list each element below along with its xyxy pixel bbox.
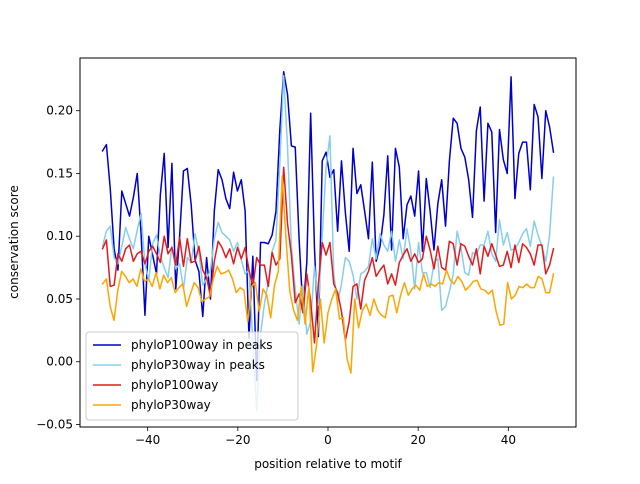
x-axis-label: position relative to motif	[254, 457, 402, 471]
legend: phyloP100way in peaks phyloP30way in peak…	[85, 331, 299, 421]
legend-label: phyloP100way in peaks	[131, 338, 273, 352]
x-axis-ticks: −40 −20 0 20 40	[135, 427, 516, 447]
series-layer	[101, 71, 555, 412]
y-axis-ticks: −0.05 0.00 0.05 0.10 0.15 0.20	[36, 104, 80, 431]
x-tick-label: 20	[411, 433, 426, 447]
x-tick-label: −40	[135, 433, 160, 447]
legend-label: phyloP100way	[131, 378, 218, 392]
x-tick-label: 40	[501, 433, 516, 447]
series-line	[101, 74, 555, 412]
series-line	[101, 175, 555, 374]
x-tick-label: −20	[225, 433, 250, 447]
legend-box	[85, 331, 299, 421]
legend-label: phyloP30way	[131, 398, 211, 412]
y-axis-label: conservation score	[7, 185, 21, 299]
series-line	[101, 166, 555, 344]
y-tick-label: 0.05	[46, 292, 73, 306]
series-line	[101, 71, 555, 382]
legend-label: phyloP30way in peaks	[131, 358, 265, 372]
y-tick-label: 0.15	[46, 166, 73, 180]
y-tick-label: 0.20	[46, 104, 73, 118]
y-tick-label: 0.00	[46, 355, 73, 369]
x-tick-label: 0	[324, 433, 332, 447]
y-tick-label: 0.10	[46, 229, 73, 243]
y-tick-label: −0.05	[36, 417, 73, 431]
